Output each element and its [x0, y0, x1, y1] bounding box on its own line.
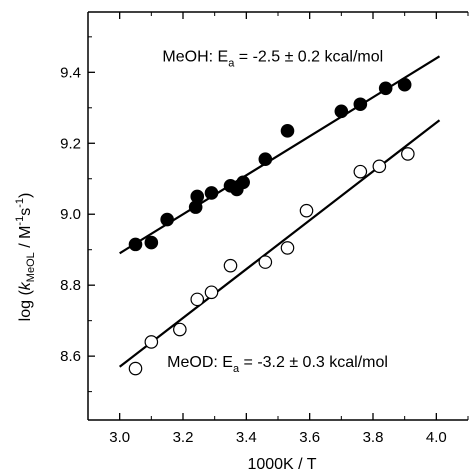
data-point-meod	[258, 255, 273, 269]
fit-lines	[118, 55, 441, 368]
x-axis: 3.0 3.2 3.4 3.6 3.8 4.0	[87, 12, 469, 446]
y-tick-label: 8.6	[60, 348, 81, 365]
y-axis-title-k-sub: MeOL	[25, 252, 37, 282]
annotation-meoh: MeOH: Ea = -2.5 ± 0.2 kcal/mol	[162, 49, 383, 70]
y-axis-title-unit: / M	[17, 226, 34, 253]
x-tick-label: 3.8	[363, 429, 384, 446]
annotation-meod-label: MeOD: E	[167, 354, 233, 371]
data-point-meod	[190, 292, 205, 307]
data-point-meod	[401, 147, 415, 161]
x-tick-label: 3.0	[109, 429, 130, 446]
annotation-meoh-sub: a	[228, 58, 235, 70]
x-axis-title: 1000K / T	[247, 456, 316, 473]
y-axis-title-suffix: )	[17, 193, 34, 198]
data-point-meoh	[128, 237, 143, 252]
x-tick-label: 3.6	[299, 429, 320, 446]
data-point-meoh	[236, 175, 250, 190]
y-axis-title: log (kMeOL / M-1s-1)	[14, 193, 37, 322]
data-point-meoh	[353, 97, 368, 112]
data-point-meoh	[397, 77, 412, 92]
data-point-meod	[299, 203, 314, 218]
fit-line-meod	[118, 119, 441, 368]
annotation-meod-rest: = -3.2 ± 0.3 kcal/mol	[239, 354, 388, 371]
data-point-meod	[173, 322, 187, 337]
annotation-meoh-label: MeOH: E	[162, 49, 228, 66]
x-tick-label: 3.2	[173, 429, 194, 446]
x-tick-label: 4.0	[426, 429, 447, 446]
data-point-meod	[353, 164, 368, 179]
data-points	[128, 77, 415, 376]
data-point-meoh	[160, 212, 174, 227]
data-point-meoh	[378, 81, 393, 96]
data-point-meod	[372, 159, 387, 174]
y-tick-label: 9.0	[60, 206, 81, 223]
data-point-meod	[128, 361, 143, 376]
data-point-meod	[144, 335, 159, 349]
y-axis-title-k: k	[17, 281, 34, 290]
annotation-meod: MeOD: Ea = -3.2 ± 0.3 kcal/mol	[167, 354, 388, 375]
y-axis-title-s-sup: -1	[14, 198, 26, 208]
data-point-meod	[223, 258, 238, 273]
y-axis-title-prefix: log (	[17, 290, 34, 322]
data-point-meoh	[258, 152, 273, 167]
data-point-meoh	[280, 124, 295, 138]
y-tick-label: 9.4	[60, 64, 81, 81]
data-point-meoh	[204, 186, 219, 200]
data-point-meoh	[144, 235, 159, 250]
data-point-meod	[280, 241, 295, 255]
data-point-meod	[204, 285, 219, 300]
data-point-meoh	[190, 189, 205, 204]
y-tick-label: 8.8	[60, 277, 81, 294]
x-tick-label: 3.4	[236, 429, 257, 446]
y-axis: 8.6 8.8 9.0 9.2 9.4	[60, 36, 95, 393]
annotation-meoh-rest: = -2.5 ± 0.2 kcal/mol	[234, 49, 383, 66]
data-point-meoh	[334, 104, 349, 119]
annotation-meod-sub: a	[233, 363, 240, 375]
y-axis-title-m-sup: -1	[14, 216, 26, 226]
y-axis-title-s: s	[17, 208, 34, 216]
y-tick-label: 9.2	[60, 135, 81, 152]
